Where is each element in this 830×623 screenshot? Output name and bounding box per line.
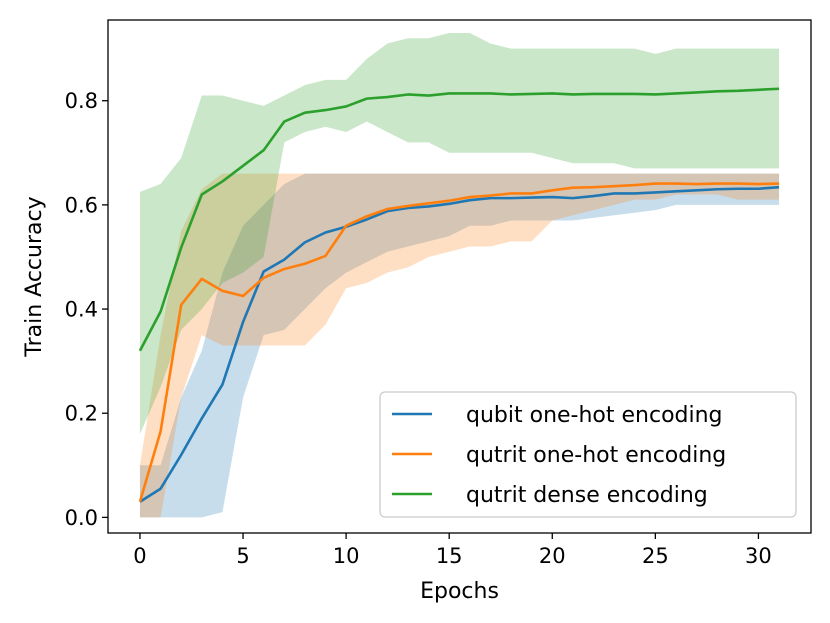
x-tick-label: 10 [333, 544, 360, 568]
x-axis-label: Epochs [420, 579, 499, 604]
x-tick-label: 5 [236, 544, 249, 568]
y-tick-label: 0.8 [65, 89, 98, 113]
x-tick-label: 15 [436, 544, 463, 568]
y-tick-label: 0.2 [65, 402, 98, 426]
legend-label-qubit-one-hot-encoding: qubit one-hot encoding [466, 403, 723, 428]
x-tick-label: 0 [133, 544, 146, 568]
legend: qubit one-hot encoding qutrit one-hot enc… [379, 391, 797, 518]
x-axis: 0 5 10 15 20 25 30 [133, 533, 772, 568]
qutrit-one-hot-encoding-line [138, 182, 780, 503]
qutrit-dense-encoding-line [138, 87, 780, 352]
y-axis: 0.0 0.2 0.4 0.6 0.8 [65, 89, 108, 530]
legend-box [379, 391, 797, 518]
x-tick-label: 20 [539, 544, 566, 568]
y-tick-label: 0.4 [65, 298, 98, 322]
qutrit-dense-encoding-band [139, 33, 780, 435]
legend-label-qutrit-dense-encoding: qutrit dense encoding [466, 483, 708, 508]
confidence-bands [139, 33, 780, 518]
x-tick-label: 25 [642, 544, 669, 568]
series-lines [138, 87, 780, 503]
y-tick-label: 0.6 [65, 193, 98, 217]
qutrit-one-hot-encoding-band [139, 173, 780, 518]
plot-frame [107, 19, 812, 534]
qubit-one-hot-encoding-band [139, 173, 780, 518]
y-tick-label: 0.0 [65, 506, 98, 530]
x-tick-label: 30 [745, 544, 772, 568]
qubit-one-hot-encoding-line [139, 185, 780, 503]
legend-label-qutrit-one-hot-encoding: qutrit one-hot encoding [466, 443, 726, 468]
y-axis-label: Train Accuracy [22, 196, 47, 357]
